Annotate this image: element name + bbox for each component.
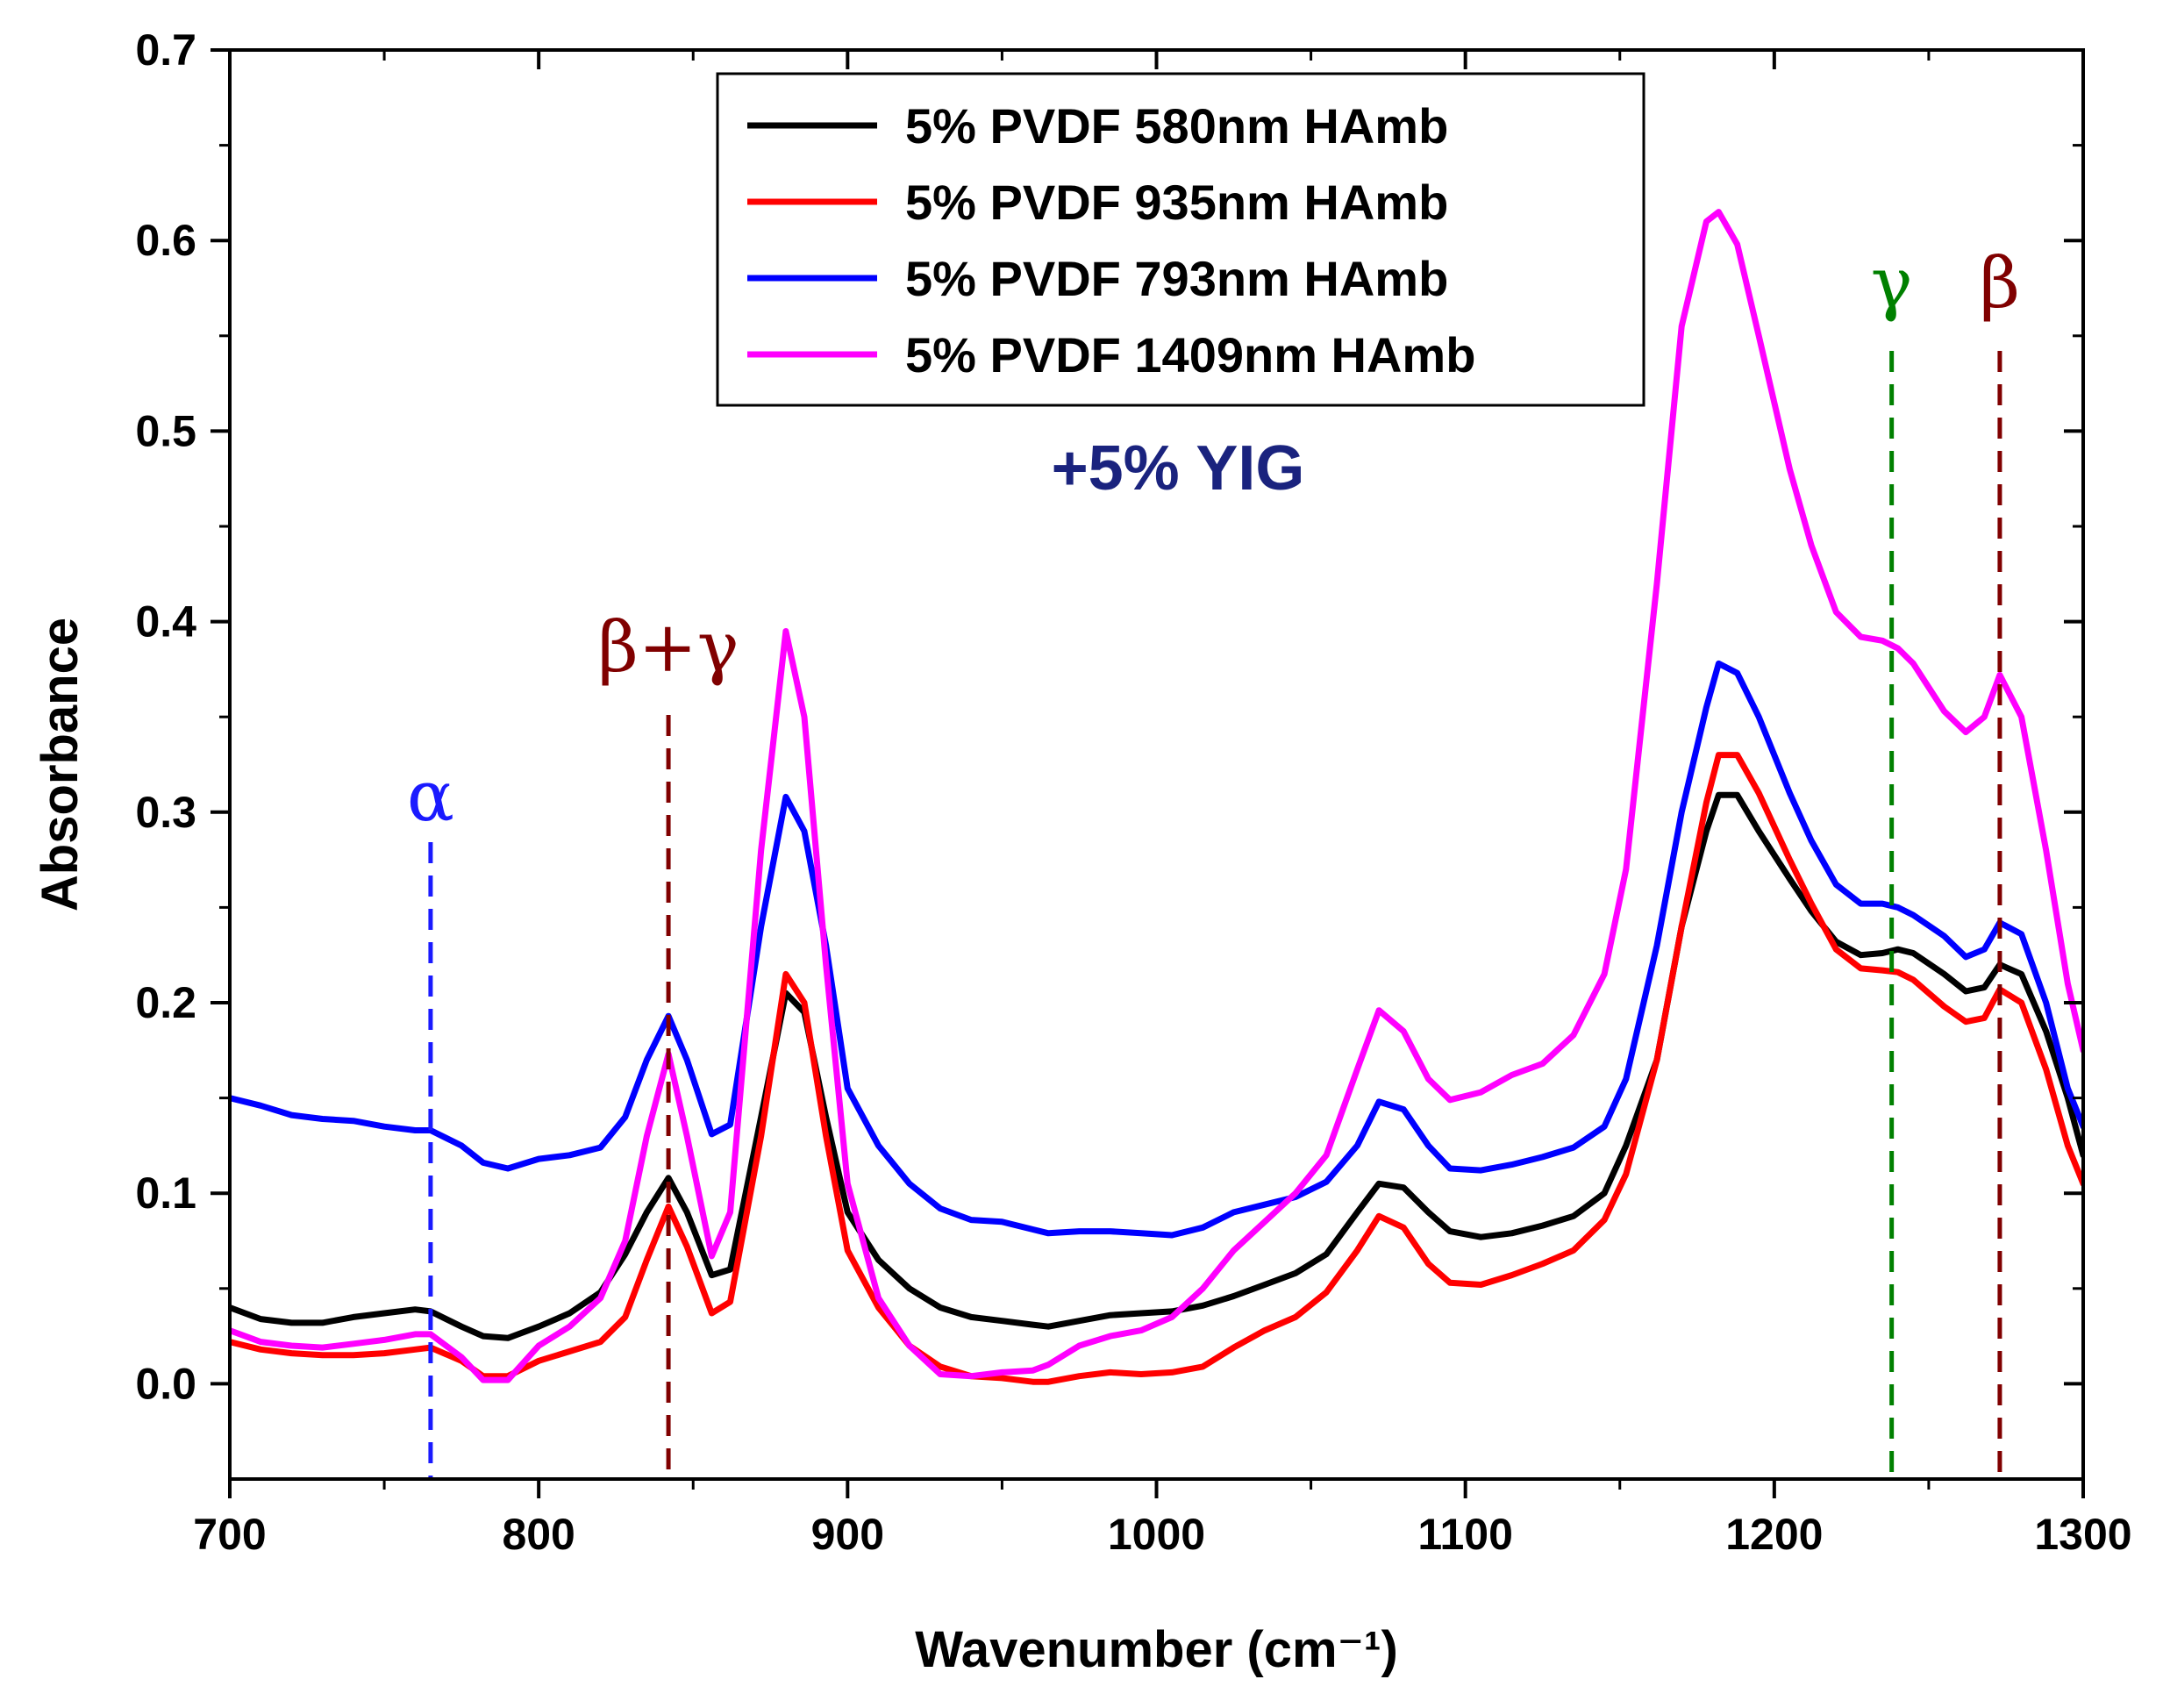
legend-label: 5% PVDF 580nm HAmb: [905, 98, 1448, 154]
x-tick-label: 1300: [2034, 1510, 2131, 1559]
y-tick-label: 0.4: [135, 597, 196, 647]
y-tick-label: 0.2: [135, 978, 196, 1027]
y-tick-label: 0.1: [135, 1168, 196, 1218]
x-tick-label: 1200: [1725, 1510, 1823, 1559]
series-line-4: [230, 209, 2083, 1383]
annotation-lines: [428, 351, 2002, 1479]
x-tick-label: 800: [502, 1510, 575, 1559]
series-line-1: [230, 791, 2083, 1341]
annotation-label: β: [1980, 242, 2020, 324]
annotation-labels: α β+γ γ β: [407, 242, 2020, 837]
y-tick-label: 0.6: [135, 216, 196, 265]
x-tick-label: 700: [193, 1510, 266, 1559]
x-axis: 700 800 900 1000 1100 1200 1300: [193, 50, 2132, 1559]
series-line-3: [230, 660, 2083, 1239]
y-tick-label: 0.0: [135, 1359, 196, 1408]
legend-label: 5% PVDF 935nm HAmb: [905, 175, 1448, 230]
x-axis-title: Wavenumber (cm⁻¹): [915, 1621, 1398, 1678]
y-tick-label: 0.3: [135, 788, 196, 837]
y-tick-label: 0.7: [135, 25, 196, 75]
annotation-label: β+γ: [598, 606, 739, 688]
legend-label: 5% PVDF 1409nm HAmb: [905, 327, 1475, 382]
series-group: [230, 209, 2083, 1385]
legend-box: [716, 72, 1645, 407]
y-axis: 0.0 0.1 0.2 0.3 0.4 0.5 0.6 0.7: [135, 25, 2083, 1408]
x-tick-label: 900: [811, 1510, 884, 1559]
legend-label: 5% PVDF 793nm HAmb: [905, 251, 1448, 306]
series-line-2: [230, 752, 2083, 1385]
x-tick-label: 1100: [1417, 1510, 1512, 1559]
annotation-label: γ: [1871, 242, 1913, 324]
y-tick-label: 0.5: [135, 406, 196, 455]
yig-note: +5% YIG: [1052, 433, 1305, 504]
legend: 5% PVDF 580nm HAmb 5% PVDF 935nm HAmb 5% P…: [716, 72, 1645, 407]
annotation-label: α: [407, 755, 454, 837]
y-axis-title: Absorbance: [32, 618, 89, 911]
x-tick-label: 1000: [1108, 1510, 1205, 1559]
